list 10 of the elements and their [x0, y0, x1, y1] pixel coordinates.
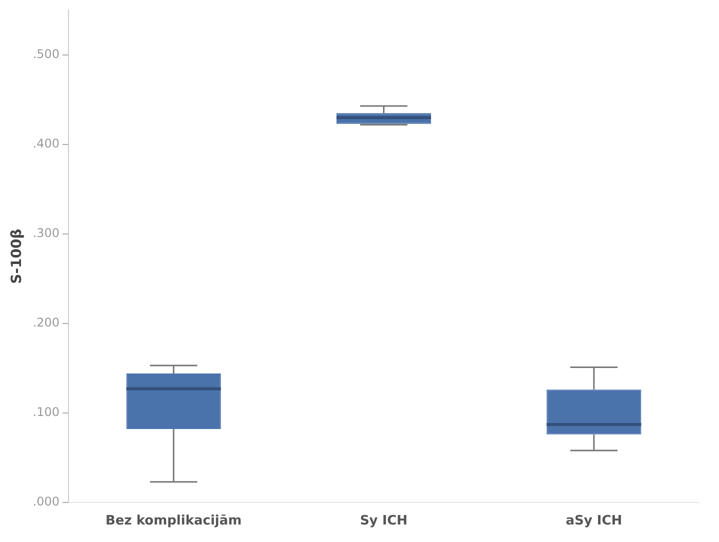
- y-tick-label: .100: [32, 405, 60, 420]
- y-tick-label: .300: [32, 226, 60, 240]
- x-tick-label: Sy ICH: [360, 514, 408, 529]
- y-axis-title: S-100β: [9, 228, 26, 284]
- y-tick-label: .400: [32, 136, 60, 151]
- x-tick-label: Bez komplikacijām: [106, 514, 242, 529]
- y-tick-label: .000: [32, 494, 60, 509]
- x-tick-label: aSy ICH: [566, 514, 622, 529]
- y-tick-label: .500: [32, 47, 60, 62]
- y-tick-label: .200: [32, 316, 60, 330]
